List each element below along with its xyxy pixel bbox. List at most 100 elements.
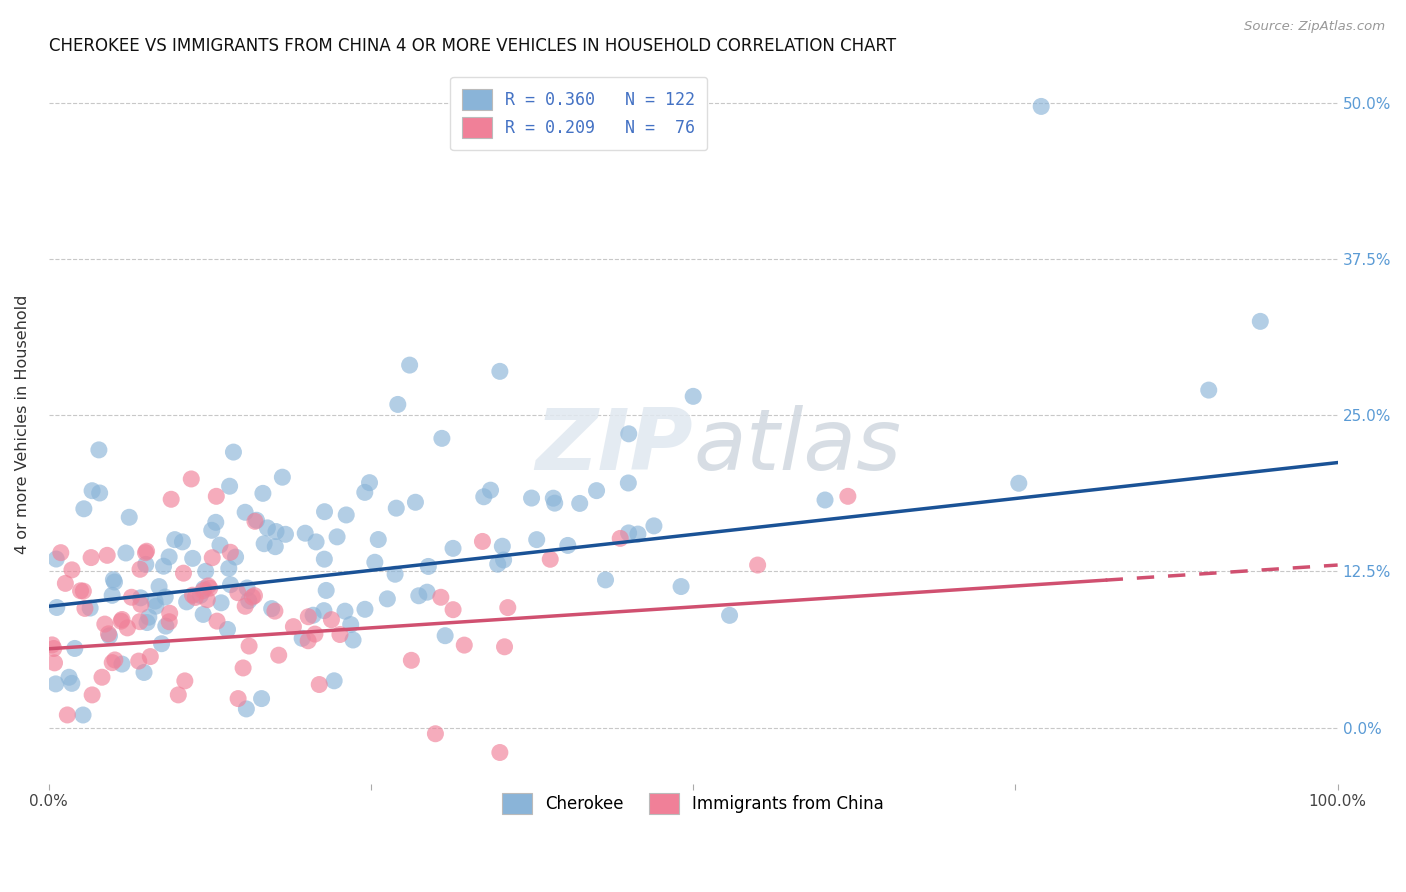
Point bbox=[103, 574, 125, 589]
Point bbox=[1031, 99, 1053, 113]
Point bbox=[354, 602, 377, 616]
Point bbox=[60, 563, 83, 577]
Point bbox=[814, 493, 837, 508]
Point bbox=[132, 665, 155, 680]
Point bbox=[150, 637, 173, 651]
Point bbox=[489, 364, 512, 378]
Point bbox=[718, 608, 741, 623]
Point bbox=[60, 676, 83, 690]
Point bbox=[72, 584, 94, 599]
Point bbox=[155, 619, 177, 633]
Point bbox=[160, 492, 183, 507]
Point bbox=[98, 629, 121, 643]
Point bbox=[408, 589, 430, 603]
Point bbox=[326, 530, 349, 544]
Point bbox=[486, 557, 509, 571]
Point bbox=[129, 562, 152, 576]
Point bbox=[267, 648, 290, 663]
Text: CHEROKEE VS IMMIGRANTS FROM CHINA 4 OR MORE VEHICLES IN HOUSEHOLD CORRELATION CH: CHEROKEE VS IMMIGRANTS FROM CHINA 4 OR M… bbox=[49, 37, 896, 55]
Point bbox=[274, 527, 297, 541]
Point bbox=[226, 691, 249, 706]
Point bbox=[291, 632, 314, 646]
Point bbox=[129, 598, 152, 612]
Point bbox=[45, 677, 67, 691]
Point bbox=[87, 442, 110, 457]
Point bbox=[543, 491, 565, 506]
Point bbox=[209, 596, 232, 610]
Point bbox=[225, 550, 247, 565]
Point bbox=[339, 617, 361, 632]
Point bbox=[416, 585, 439, 599]
Point bbox=[103, 573, 125, 587]
Point bbox=[218, 561, 240, 575]
Y-axis label: 4 or more Vehicles in Household: 4 or more Vehicles in Household bbox=[15, 294, 30, 554]
Point bbox=[430, 591, 453, 605]
Point bbox=[138, 610, 160, 624]
Point bbox=[201, 524, 224, 538]
Point bbox=[264, 604, 287, 618]
Point bbox=[305, 535, 328, 549]
Point bbox=[236, 581, 259, 595]
Point bbox=[172, 566, 194, 581]
Point bbox=[82, 688, 104, 702]
Point bbox=[617, 475, 640, 490]
Point bbox=[595, 573, 617, 587]
Point bbox=[42, 641, 65, 656]
Point bbox=[252, 486, 274, 500]
Point bbox=[117, 621, 139, 635]
Point bbox=[208, 538, 231, 552]
Point bbox=[418, 559, 440, 574]
Point bbox=[682, 389, 704, 403]
Point bbox=[163, 533, 186, 547]
Point bbox=[489, 746, 512, 760]
Point bbox=[472, 490, 495, 504]
Point bbox=[304, 627, 326, 641]
Point bbox=[193, 583, 215, 598]
Point bbox=[233, 505, 256, 519]
Point bbox=[193, 582, 215, 596]
Point bbox=[314, 505, 336, 519]
Point bbox=[837, 489, 859, 503]
Point bbox=[401, 653, 423, 667]
Point bbox=[94, 617, 117, 632]
Point bbox=[441, 541, 464, 556]
Point bbox=[226, 585, 249, 599]
Point bbox=[45, 600, 67, 615]
Point bbox=[335, 508, 357, 522]
Point bbox=[367, 533, 389, 547]
Point bbox=[128, 615, 150, 629]
Point bbox=[387, 397, 409, 411]
Point bbox=[398, 358, 420, 372]
Point bbox=[323, 673, 346, 688]
Point bbox=[315, 583, 337, 598]
Point bbox=[245, 513, 267, 527]
Point bbox=[404, 495, 426, 509]
Point bbox=[441, 602, 464, 616]
Point bbox=[494, 640, 516, 654]
Point bbox=[314, 552, 336, 566]
Point bbox=[283, 620, 305, 634]
Point bbox=[568, 496, 591, 510]
Point bbox=[129, 591, 152, 605]
Point bbox=[152, 559, 174, 574]
Point bbox=[627, 527, 650, 541]
Point bbox=[434, 629, 457, 643]
Point bbox=[585, 483, 607, 498]
Point bbox=[173, 673, 195, 688]
Point bbox=[118, 510, 141, 524]
Point bbox=[617, 426, 640, 441]
Point bbox=[557, 538, 579, 552]
Point bbox=[56, 708, 79, 723]
Point bbox=[79, 601, 101, 615]
Point bbox=[329, 627, 352, 641]
Point bbox=[294, 526, 316, 541]
Point bbox=[111, 657, 134, 671]
Point bbox=[479, 483, 502, 498]
Point bbox=[238, 593, 260, 607]
Point bbox=[134, 546, 156, 560]
Point bbox=[544, 496, 567, 510]
Point bbox=[491, 539, 513, 553]
Point bbox=[188, 588, 211, 602]
Point bbox=[520, 491, 543, 505]
Point bbox=[1008, 476, 1031, 491]
